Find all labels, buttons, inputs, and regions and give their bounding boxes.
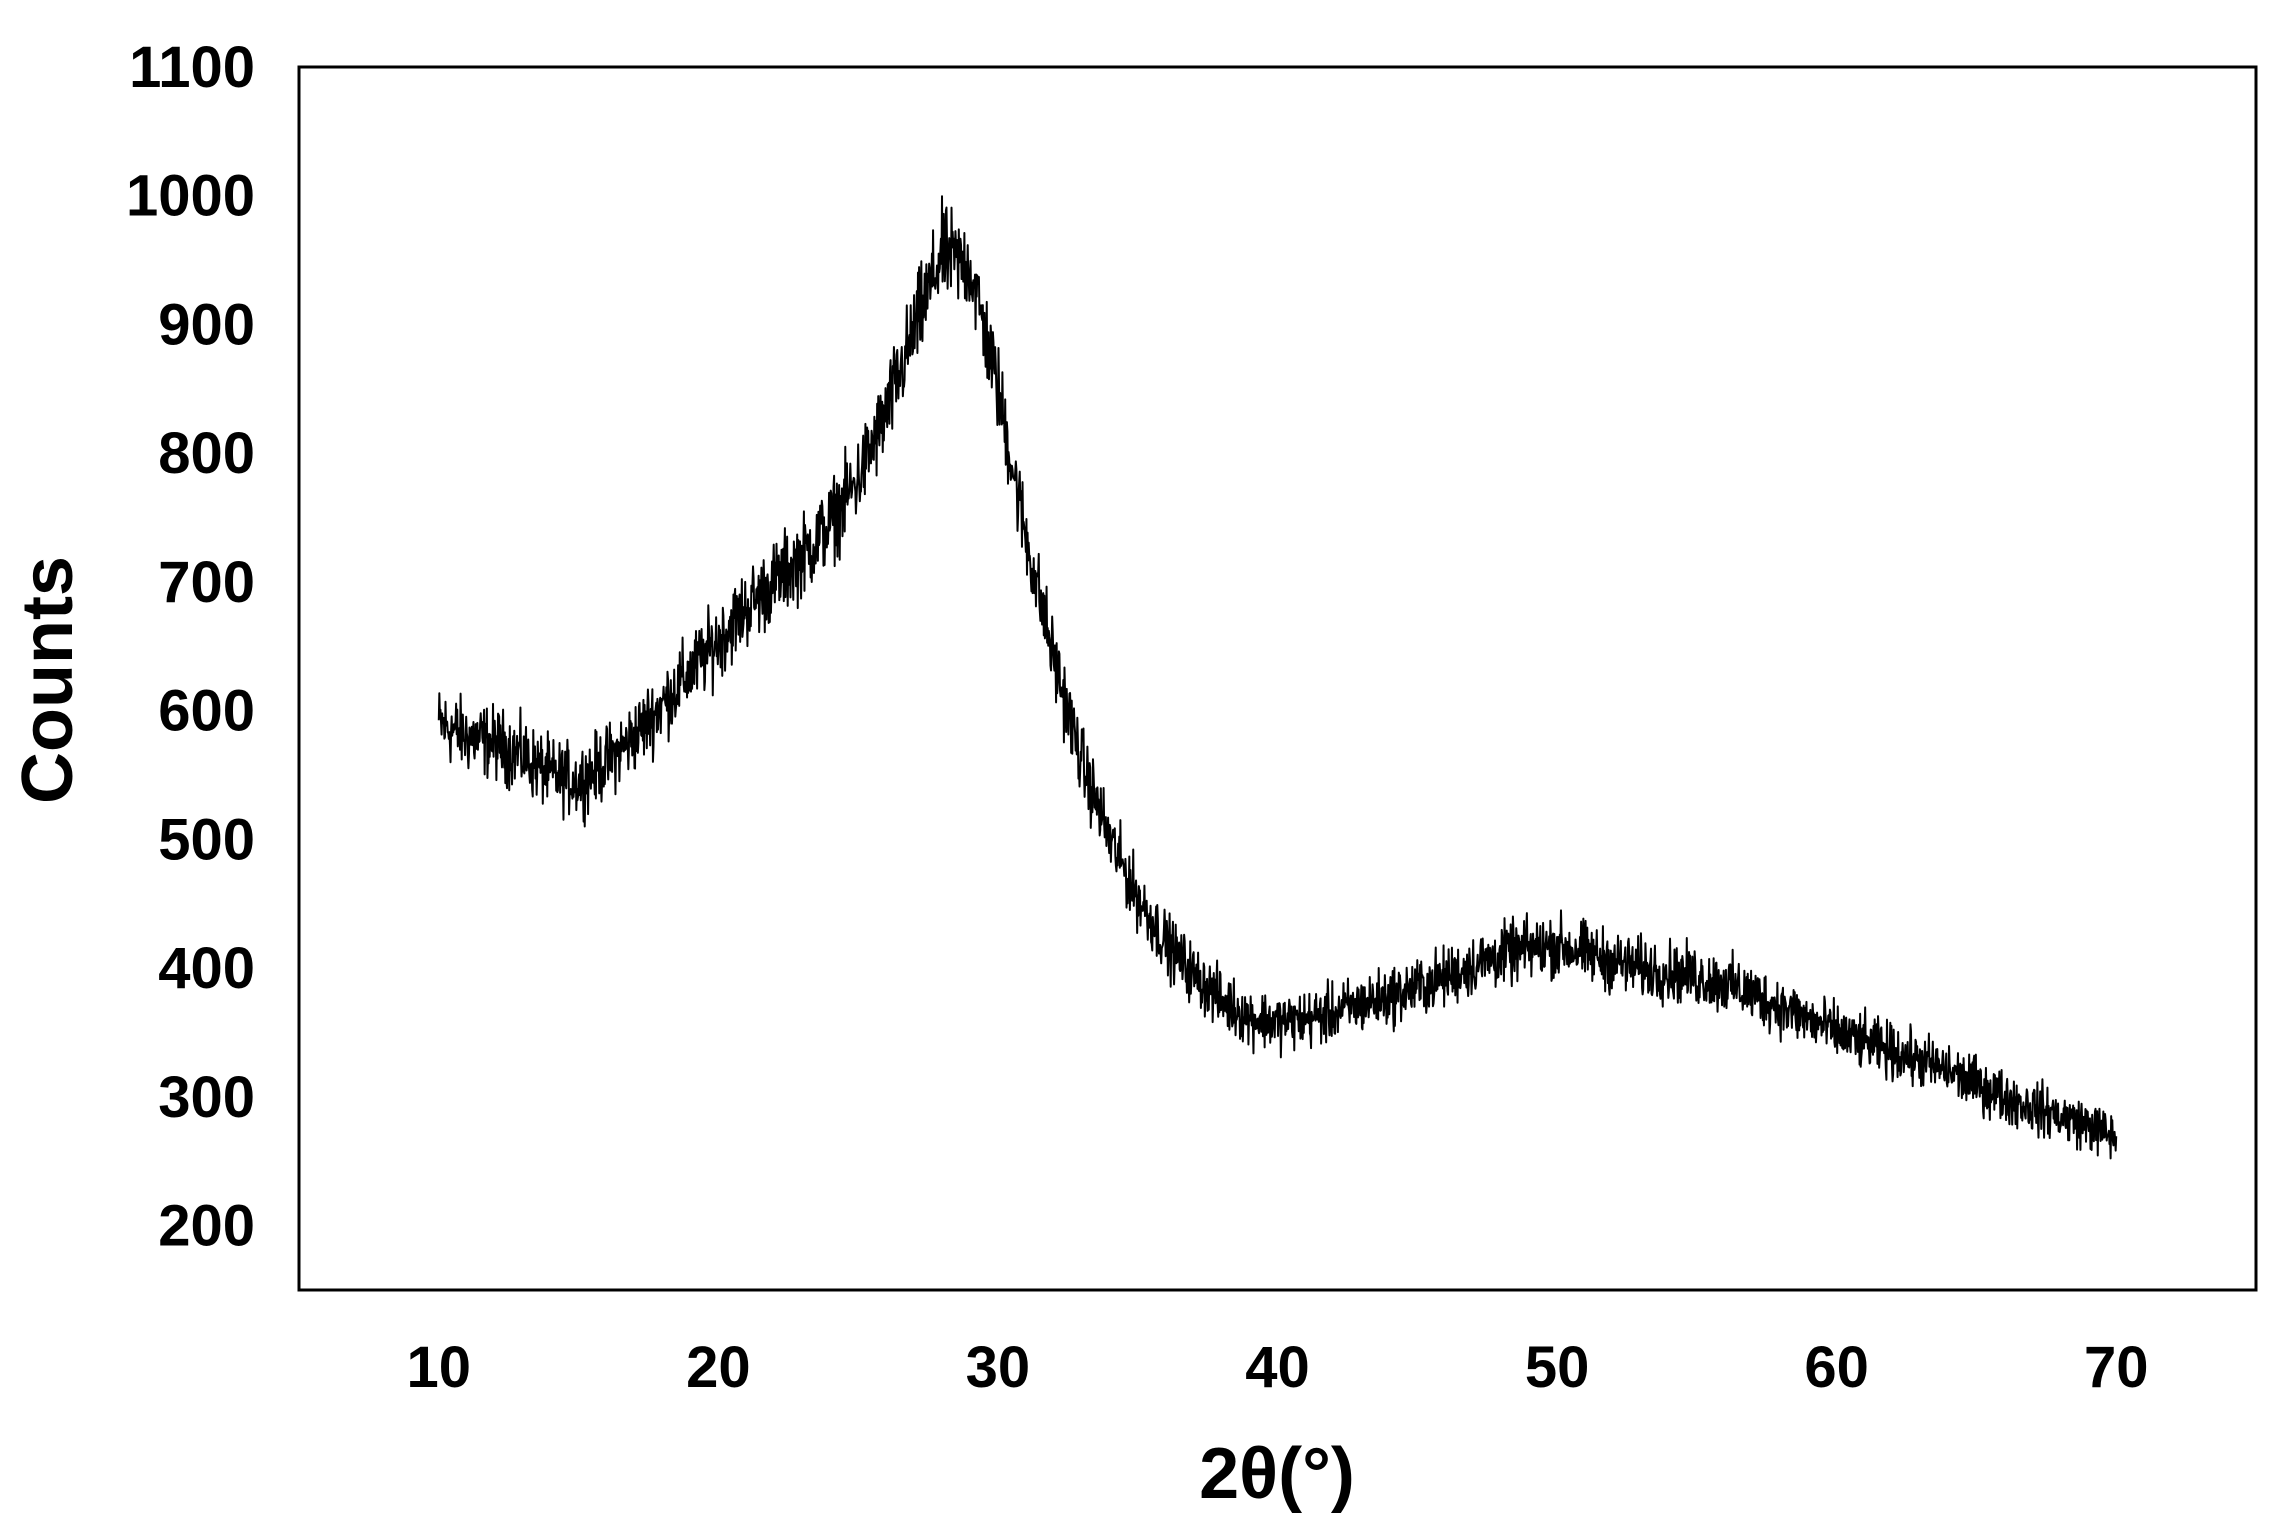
x-tick-label: 40: [1245, 1335, 1310, 1400]
y-tick-label: 800: [158, 421, 255, 486]
x-tick-label: 20: [686, 1335, 751, 1400]
x-tick-label: 70: [2084, 1335, 2149, 1400]
x-tick-label: 60: [1804, 1335, 1869, 1400]
y-tick-label: 900: [158, 292, 255, 357]
y-tick-label: 1100: [129, 35, 255, 100]
plot-area-frame: [297, 65, 2258, 1292]
y-axis-title: Counts: [8, 556, 88, 804]
x-tick-label: 50: [1525, 1335, 1590, 1400]
y-tick-label: 400: [158, 936, 255, 1001]
y-tick-label: 600: [158, 679, 255, 744]
x-axis-title: 2θ(°): [1199, 1434, 1355, 1514]
x-tick-label: 30: [966, 1335, 1031, 1400]
y-axis-tick-labels: 200 300 400 500 600 700 800 900 1000 1100: [126, 35, 255, 1259]
y-tick-label: 300: [158, 1065, 255, 1130]
y-tick-label: 1000: [126, 164, 255, 229]
x-tick-label: 10: [407, 1335, 472, 1400]
y-tick-label: 200: [158, 1194, 255, 1259]
series-line: [437, 195, 2118, 1160]
y-tick-label: 500: [158, 807, 255, 872]
x-axis-tick-labels: 10 20 30 40 50 60 70: [407, 1335, 2149, 1400]
y-tick-label: 700: [158, 550, 255, 615]
